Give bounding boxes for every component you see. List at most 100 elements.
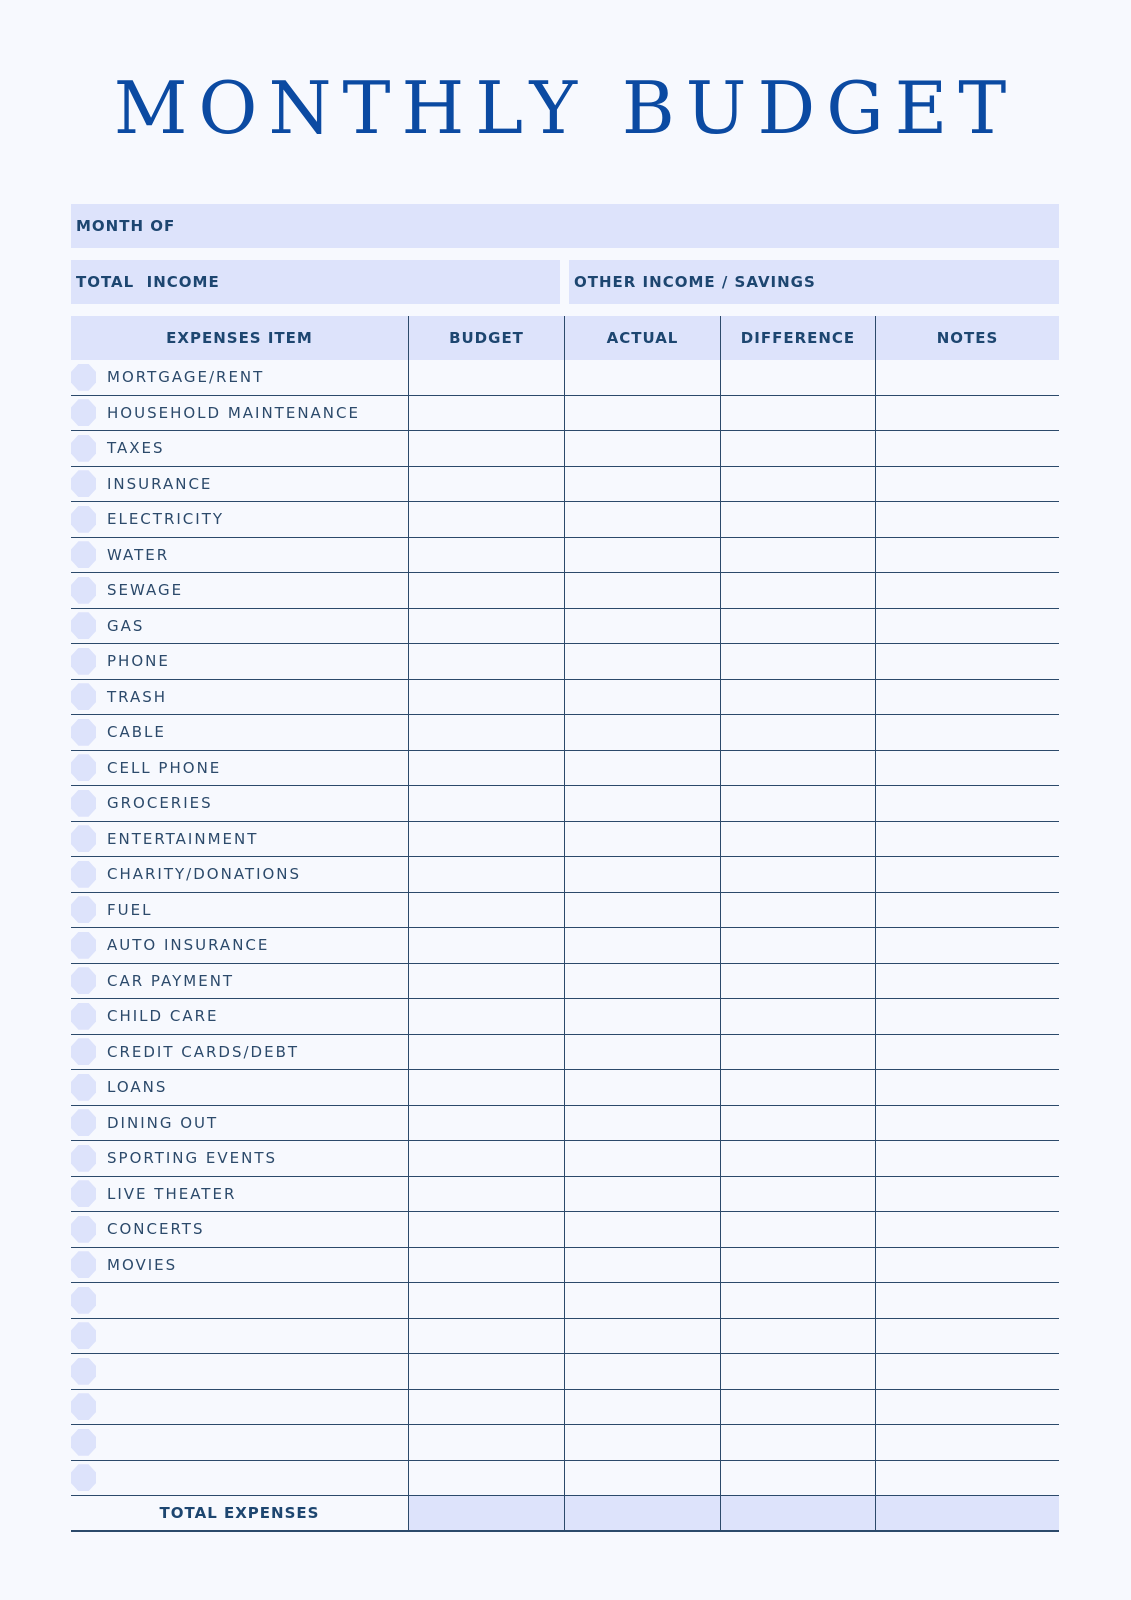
difference-cell[interactable] bbox=[720, 963, 875, 998]
checkbox-icon[interactable] bbox=[71, 896, 96, 924]
checkbox-icon[interactable] bbox=[71, 1251, 96, 1279]
checkbox-icon[interactable] bbox=[71, 541, 96, 569]
budget-cell[interactable] bbox=[408, 679, 564, 714]
checkbox-icon[interactable] bbox=[71, 1464, 96, 1492]
budget-cell[interactable] bbox=[408, 360, 564, 395]
expense-item-cell[interactable] bbox=[71, 1283, 408, 1318]
actual-cell[interactable] bbox=[564, 821, 720, 856]
difference-cell[interactable] bbox=[720, 1247, 875, 1282]
actual-cell[interactable] bbox=[564, 608, 720, 643]
difference-cell[interactable] bbox=[720, 502, 875, 537]
expense-item-cell[interactable]: AUTO INSURANCE bbox=[71, 928, 408, 963]
budget-cell[interactable] bbox=[408, 1283, 564, 1318]
notes-cell[interactable] bbox=[875, 1425, 1059, 1460]
difference-cell[interactable] bbox=[720, 892, 875, 927]
checkbox-icon[interactable] bbox=[71, 1357, 96, 1385]
notes-cell[interactable] bbox=[875, 431, 1059, 466]
difference-cell[interactable] bbox=[720, 786, 875, 821]
notes-cell[interactable] bbox=[875, 892, 1059, 927]
checkbox-icon[interactable] bbox=[71, 718, 96, 746]
checkbox-icon[interactable] bbox=[71, 1286, 96, 1314]
difference-cell[interactable] bbox=[720, 1389, 875, 1424]
expense-item-cell[interactable] bbox=[71, 1425, 408, 1460]
difference-cell[interactable] bbox=[720, 1070, 875, 1105]
notes-cell[interactable] bbox=[875, 644, 1059, 679]
difference-cell[interactable] bbox=[720, 1318, 875, 1353]
other-income-field[interactable]: OTHER INCOME / SAVINGS bbox=[569, 260, 1059, 304]
budget-cell[interactable] bbox=[408, 715, 564, 750]
checkbox-icon[interactable] bbox=[71, 931, 96, 959]
expense-item-cell[interactable]: LOANS bbox=[71, 1070, 408, 1105]
total-actual-cell[interactable] bbox=[564, 1496, 720, 1530]
expense-item-cell[interactable]: CABLE bbox=[71, 715, 408, 750]
actual-cell[interactable] bbox=[564, 1318, 720, 1353]
expense-item-cell[interactable]: MOVIES bbox=[71, 1248, 408, 1283]
difference-cell[interactable] bbox=[720, 537, 875, 572]
actual-cell[interactable] bbox=[564, 466, 720, 501]
checkbox-icon[interactable] bbox=[71, 825, 96, 853]
notes-cell[interactable] bbox=[875, 1141, 1059, 1176]
actual-cell[interactable] bbox=[564, 857, 720, 892]
expense-item-cell[interactable]: CONCERTS bbox=[71, 1212, 408, 1247]
expense-item-cell[interactable]: LIVE THEATER bbox=[71, 1177, 408, 1212]
actual-cell[interactable] bbox=[564, 1212, 720, 1247]
notes-cell[interactable] bbox=[875, 1070, 1059, 1105]
notes-cell[interactable] bbox=[875, 466, 1059, 501]
budget-cell[interactable] bbox=[408, 1460, 564, 1495]
budget-cell[interactable] bbox=[408, 466, 564, 501]
actual-cell[interactable] bbox=[564, 431, 720, 466]
difference-cell[interactable] bbox=[720, 821, 875, 856]
notes-cell[interactable] bbox=[875, 821, 1059, 856]
checkbox-icon[interactable] bbox=[71, 470, 96, 498]
difference-cell[interactable] bbox=[720, 1105, 875, 1140]
actual-cell[interactable] bbox=[564, 1034, 720, 1069]
checkbox-icon[interactable] bbox=[71, 399, 96, 427]
checkbox-icon[interactable] bbox=[71, 754, 96, 782]
budget-cell[interactable] bbox=[408, 644, 564, 679]
checkbox-icon[interactable] bbox=[71, 576, 96, 604]
notes-cell[interactable] bbox=[875, 1212, 1059, 1247]
difference-cell[interactable] bbox=[720, 360, 875, 395]
notes-cell[interactable] bbox=[875, 1283, 1059, 1318]
difference-cell[interactable] bbox=[720, 608, 875, 643]
checkbox-icon[interactable] bbox=[71, 434, 96, 462]
budget-cell[interactable] bbox=[408, 1070, 564, 1105]
budget-cell[interactable] bbox=[408, 573, 564, 608]
actual-cell[interactable] bbox=[564, 644, 720, 679]
expense-item-cell[interactable]: PHONE bbox=[71, 644, 408, 679]
difference-cell[interactable] bbox=[720, 1354, 875, 1389]
expense-item-cell[interactable]: ENTERTAINMENT bbox=[71, 822, 408, 857]
actual-cell[interactable] bbox=[564, 537, 720, 572]
expense-item-cell[interactable]: CREDIT CARDS/DEBT bbox=[71, 1035, 408, 1070]
difference-cell[interactable] bbox=[720, 431, 875, 466]
budget-cell[interactable] bbox=[408, 1212, 564, 1247]
difference-cell[interactable] bbox=[720, 999, 875, 1034]
expense-item-cell[interactable]: FUEL bbox=[71, 893, 408, 928]
notes-cell[interactable] bbox=[875, 1105, 1059, 1140]
total-budget-cell[interactable] bbox=[408, 1496, 564, 1530]
difference-cell[interactable] bbox=[720, 679, 875, 714]
notes-cell[interactable] bbox=[875, 1318, 1059, 1353]
expense-item-cell[interactable]: WATER bbox=[71, 538, 408, 573]
notes-cell[interactable] bbox=[875, 1176, 1059, 1211]
checkbox-icon[interactable] bbox=[71, 860, 96, 888]
expense-item-cell[interactable]: CAR PAYMENT bbox=[71, 964, 408, 999]
actual-cell[interactable] bbox=[564, 1460, 720, 1495]
total-difference-cell[interactable] bbox=[720, 1496, 875, 1530]
budget-cell[interactable] bbox=[408, 892, 564, 927]
expense-item-cell[interactable]: GAS bbox=[71, 609, 408, 644]
notes-cell[interactable] bbox=[875, 963, 1059, 998]
expense-item-cell[interactable] bbox=[71, 1390, 408, 1425]
actual-cell[interactable] bbox=[564, 1425, 720, 1460]
expense-item-cell[interactable]: SEWAGE bbox=[71, 573, 408, 608]
total-notes-cell[interactable] bbox=[875, 1496, 1059, 1530]
budget-cell[interactable] bbox=[408, 608, 564, 643]
expense-item-cell[interactable]: MORTGAGE/RENT bbox=[71, 360, 408, 395]
budget-cell[interactable] bbox=[408, 821, 564, 856]
expense-item-cell[interactable]: INSURANCE bbox=[71, 467, 408, 502]
expense-item-cell[interactable]: CHILD CARE bbox=[71, 999, 408, 1034]
notes-cell[interactable] bbox=[875, 537, 1059, 572]
checkbox-icon[interactable] bbox=[71, 505, 96, 533]
difference-cell[interactable] bbox=[720, 857, 875, 892]
actual-cell[interactable] bbox=[564, 715, 720, 750]
